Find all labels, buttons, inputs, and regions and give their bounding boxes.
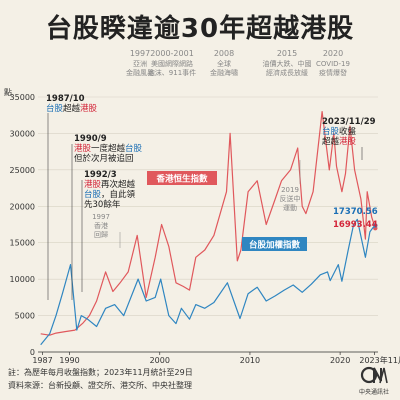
y-tick-10000: 10000 bbox=[10, 275, 35, 284]
annotation-2023-line1-part-1: 收盤 bbox=[339, 126, 357, 137]
taiex-label: 台股加權指數 bbox=[249, 240, 301, 251]
annotation-1990-text: 港股一度超越台股 bbox=[74, 143, 143, 154]
annotation-1987-text-part-2: 港股 bbox=[80, 103, 98, 114]
event-text-3-1: 經濟成長放緩 bbox=[266, 68, 308, 77]
y-tick-30000: 30000 bbox=[10, 129, 35, 138]
annotation-2023-date: 2023/11/29 bbox=[322, 117, 376, 127]
annotation-1997-line-2: 回歸 bbox=[94, 230, 108, 239]
hang-seng-last-value: 16993.44 bbox=[333, 220, 378, 230]
annotation-2023-line2-part-0: 超越 bbox=[322, 136, 340, 147]
cna-logo-icon bbox=[360, 366, 388, 384]
annotation-2019-line-2: 運動 bbox=[283, 203, 297, 212]
annotation-1990-text-part-1: 一度超越 bbox=[91, 143, 126, 154]
annotation-2023-line1-part-0: 台股 bbox=[322, 126, 340, 137]
series bbox=[40, 111, 378, 346]
y-tick-0: 0 bbox=[30, 348, 35, 357]
x-tick-0: 1987 bbox=[32, 356, 52, 365]
event-text-3-0: 油價大跌、中國 bbox=[263, 59, 312, 68]
x-tick-4: 2020 bbox=[330, 356, 350, 365]
page-title: 台股睽違逾30年超越港股 bbox=[45, 14, 355, 44]
x-tick-5: 2023年11月 bbox=[359, 355, 400, 365]
annotation-1992-line2-part-1: ，自此領 bbox=[101, 189, 136, 200]
series-end-point-1 bbox=[373, 223, 378, 228]
event-year-2015: 2015 bbox=[277, 49, 297, 58]
annotation-2019-line-1: 反送中 bbox=[280, 194, 301, 203]
event-text-4-1: 疫情爆發 bbox=[319, 68, 347, 77]
event-text-0-0: 亞洲 bbox=[133, 60, 147, 68]
annotation-1987-text-part-1: 超越 bbox=[63, 103, 81, 114]
event-text-0-1: 金融風暴 bbox=[126, 68, 154, 77]
annotation-2023-line2-part-1: 港股 bbox=[339, 136, 357, 147]
event-year-2020: 2020 bbox=[323, 49, 343, 58]
series-line-hang-seng bbox=[40, 111, 376, 336]
y-tick-25000: 25000 bbox=[10, 166, 35, 175]
annotation-2023-line2: 超越港股 bbox=[322, 136, 357, 147]
event-text-2-0: 全球 bbox=[217, 59, 231, 68]
annotation-1990-line2: 但於次月被追回 bbox=[74, 153, 134, 164]
event-text-4-0: COVID-19 bbox=[316, 60, 350, 68]
hang-seng-label: 香港恒生指數 bbox=[155, 174, 208, 185]
annotation-1997-line-1: 香港 bbox=[94, 221, 108, 230]
annotations: 1987/10台股超越港股1990/9港股一度超越台股但於次月被追回1992/3… bbox=[46, 94, 378, 300]
annotation-1992-line2: 台股，自此領 bbox=[84, 189, 136, 200]
annotation-1992-line1: 港股再次超越 bbox=[84, 179, 136, 190]
y-unit-label: 點 bbox=[4, 87, 12, 97]
annotation-1992-date: 1992/3 bbox=[84, 170, 117, 180]
annotation-1990-text-part-0: 港股 bbox=[74, 143, 92, 154]
event-year-1997: 1997 bbox=[130, 49, 150, 58]
annotation-1992-line2-part-0: 台股 bbox=[84, 189, 102, 200]
annotation-1997-line-0: 1997 bbox=[92, 213, 110, 221]
annotation-1992-line1-part-1: 再次超越 bbox=[101, 179, 136, 190]
series-line-taiex bbox=[40, 218, 376, 346]
x-tick-1: 1990 bbox=[59, 356, 79, 365]
annotation-1990-text-part-2: 台股 bbox=[125, 143, 143, 154]
taiex-label-box bbox=[242, 237, 307, 251]
y-tick-35000: 35000 bbox=[10, 93, 35, 102]
event-text-1-0: 美國網際網路 bbox=[151, 59, 193, 68]
annotation-2019-line-0: 2019 bbox=[281, 186, 299, 194]
taiex-last-value: 17370.56 bbox=[333, 207, 378, 217]
event-text-2-1: 金融海嘯 bbox=[210, 68, 238, 77]
y-tick-5000: 5000 bbox=[15, 312, 35, 321]
x-tick-3: 2010 bbox=[240, 356, 260, 365]
event-year-2000-2001: 2000-2001 bbox=[150, 49, 194, 58]
annotation-1992-line3: 先30餘年 bbox=[84, 199, 121, 210]
annotation-2023-line1: 台股收盤 bbox=[322, 126, 357, 137]
annotation-1987-text-part-0: 台股 bbox=[46, 103, 64, 114]
footer-note: 註：為歷年每月收盤指數；2023年11月統計至29日 bbox=[8, 368, 193, 377]
hang-seng-label-box bbox=[147, 171, 217, 185]
annotation-1990-date: 1990/9 bbox=[74, 134, 107, 144]
annotation-1992-line1-part-0: 港股 bbox=[84, 179, 102, 190]
footer-source: 資料來源：台新投顧、證交所、港交所、中央社整理 bbox=[8, 381, 192, 390]
cna-logo-text: 中央通訊社 bbox=[358, 389, 389, 396]
annotation-1987-text: 台股超越港股 bbox=[46, 103, 98, 114]
cna-logo: 中央通訊社 bbox=[354, 363, 394, 396]
y-tick-20000: 20000 bbox=[10, 202, 35, 211]
event-text-1-1: 泡沫、911事件 bbox=[148, 68, 196, 77]
y-tick-15000: 15000 bbox=[10, 239, 35, 248]
event-year-2008: 2008 bbox=[214, 49, 234, 58]
x-tick-2: 2000 bbox=[150, 356, 170, 365]
annotation-1987-date: 1987/10 bbox=[46, 94, 85, 104]
